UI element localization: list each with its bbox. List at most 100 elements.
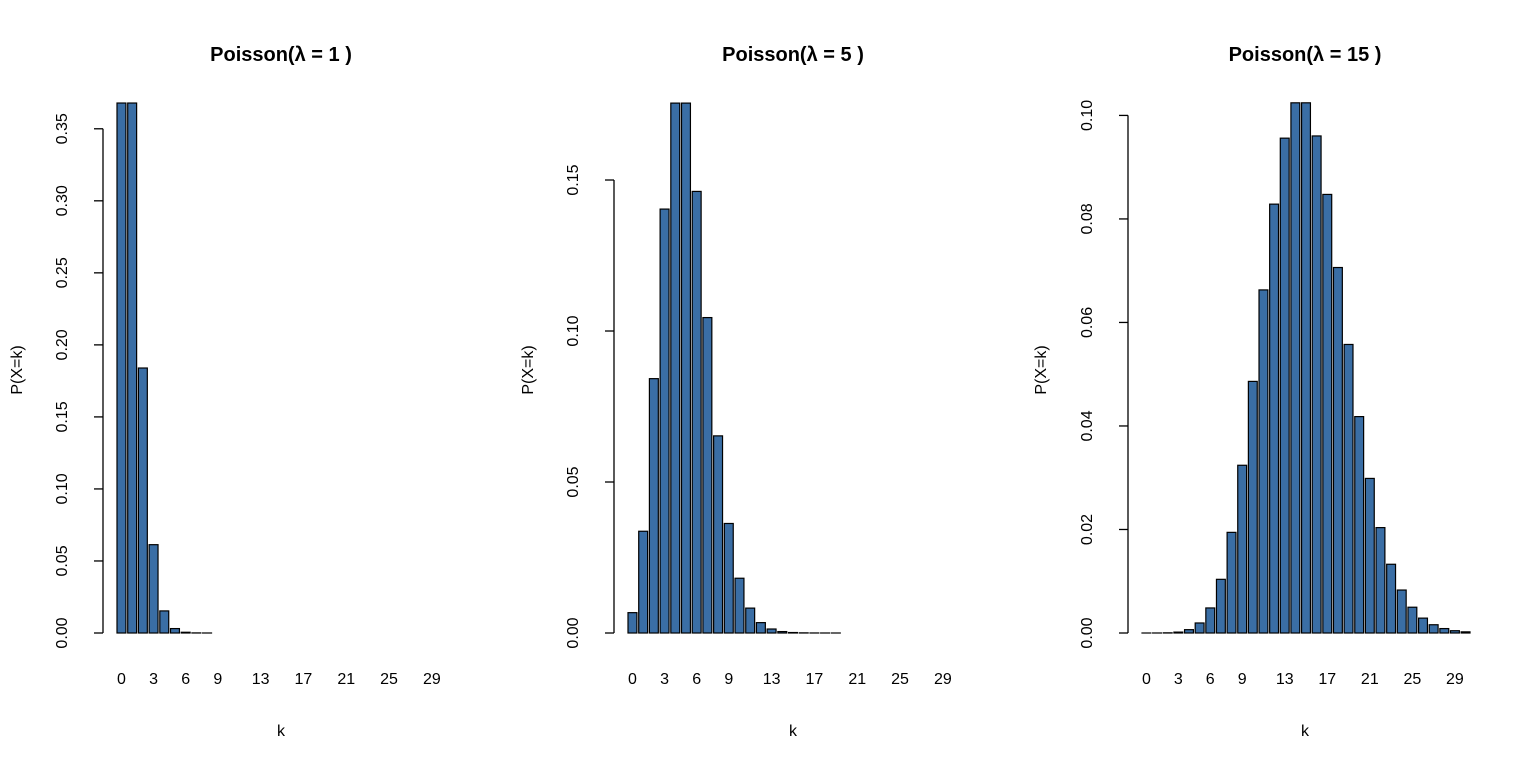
x-tick-label: 9: [1238, 671, 1247, 688]
bar-k-7: [1216, 579, 1225, 633]
x-tick-label: 9: [724, 671, 733, 688]
bar-k-3: [660, 209, 669, 633]
y-tick-label: 0.02: [1079, 514, 1096, 545]
bar-k-22: [1376, 528, 1385, 633]
x-tick-label: 25: [891, 671, 909, 688]
bar-k-21: [1365, 478, 1374, 633]
bar-k-7: [703, 318, 712, 633]
bar-k-3: [1174, 632, 1183, 633]
bar-k-20: [1355, 417, 1364, 633]
bar-k-6: [181, 632, 190, 633]
x-tick-label: 21: [1361, 671, 1379, 688]
bar-k-17: [1323, 194, 1332, 633]
bar-k-8: [714, 436, 723, 633]
y-tick-label: 0.04: [1079, 410, 1096, 441]
bar-k-12: [756, 623, 765, 633]
y-tick-label: 0.08: [1079, 203, 1096, 234]
bar-k-0: [117, 103, 126, 633]
bar-k-5: [682, 103, 691, 633]
x-tick-label: 0: [117, 671, 126, 688]
bar-k-2: [138, 368, 147, 633]
x-tick-label: 17: [295, 671, 313, 688]
bar-k-8: [1227, 532, 1236, 633]
bar-k-16: [1312, 136, 1321, 633]
bar-k-6: [1206, 608, 1215, 633]
y-tick-label: 0.00: [54, 617, 71, 648]
panel-2: Poisson(λ = 5 ) k P(X=k) 0.00 0.05 0.10 0.15 0 3…: [520, 44, 952, 740]
bar-k-9: [724, 523, 733, 633]
x-tick-label: 0: [1142, 671, 1151, 688]
x-tick-label: 29: [934, 671, 952, 688]
bar-k-5: [1195, 623, 1204, 633]
bar-k-6: [692, 191, 701, 633]
bar-k-10: [735, 578, 744, 633]
x-tick-label: 6: [1206, 671, 1215, 688]
x-axis-label: k: [1301, 723, 1310, 740]
x-axis-label: k: [789, 723, 798, 740]
y-tick-label: 0.15: [565, 164, 582, 195]
y-tick-label: 0.06: [1079, 307, 1096, 338]
x-tick-label: 17: [1318, 671, 1336, 688]
y-tick-label: 0.20: [54, 329, 71, 360]
bar-k-3: [149, 545, 158, 633]
bar-k-0: [628, 613, 637, 633]
bar-k-12: [1270, 204, 1279, 633]
panel-1: Poisson(λ = 1 )kP(X=k)0.000.050.100.150.…: [9, 44, 441, 740]
bar-k-13: [1280, 138, 1289, 633]
y-tick-label: 0.15: [54, 401, 71, 432]
bar-k-2: [649, 379, 658, 633]
x-tick-label: 29: [423, 671, 441, 688]
x-tick-label: 6: [181, 671, 190, 688]
bar-k-4: [1185, 630, 1194, 633]
y-tick-label: 0.35: [54, 113, 71, 144]
x-tick-label: 13: [763, 671, 781, 688]
bar-k-14: [778, 632, 787, 633]
x-tick-label: 3: [660, 671, 669, 688]
x-axis-label: k: [277, 723, 286, 740]
y-tick-label: 0.10: [54, 473, 71, 504]
bar-k-11: [1259, 290, 1268, 633]
x-tick-label: 17: [806, 671, 824, 688]
bar-k-4: [671, 103, 680, 633]
bar-k-28: [1440, 629, 1449, 633]
bar-k-5: [171, 629, 180, 633]
bar-k-24: [1397, 590, 1406, 633]
x-tick-label: 9: [213, 671, 222, 688]
y-tick-label: 0.00: [1079, 617, 1096, 648]
y-tick-label: 0.30: [54, 185, 71, 216]
bar-k-4: [160, 611, 169, 633]
y-tick-label: 0.05: [54, 545, 71, 576]
bar-k-10: [1248, 381, 1257, 633]
x-tick-label: 25: [1403, 671, 1421, 688]
bar-k-15: [1302, 103, 1311, 633]
bar-k-29: [1450, 631, 1459, 633]
bar-k-25: [1408, 607, 1417, 633]
bar-k-30: [1461, 632, 1470, 633]
bar-k-1: [128, 103, 137, 633]
chart-title: Poisson(λ = 15 ): [1229, 44, 1382, 66]
bar-k-23: [1387, 564, 1396, 633]
panel-3: Poisson(λ = 15 )kP(X=k)0.000.020.040.060…: [1033, 44, 1470, 740]
y-tick-label: 0.25: [54, 257, 71, 288]
x-tick-label: 6: [692, 671, 701, 688]
x-tick-label: 0: [628, 671, 637, 688]
bar-k-9: [1238, 465, 1247, 633]
chart-title: Poisson(λ = 1 ): [210, 44, 352, 66]
y-tick-label: 0.00: [565, 617, 582, 648]
bar-k-13: [767, 629, 776, 633]
y-tick-label: 0.05: [565, 466, 582, 497]
y-tick-label: 0.10: [565, 315, 582, 346]
x-tick-label: 21: [848, 671, 866, 688]
bar-k-11: [746, 608, 755, 633]
y-tick-label: 0.10: [1079, 100, 1096, 131]
bar-k-27: [1429, 625, 1438, 633]
x-tick-label: 29: [1446, 671, 1464, 688]
chart-title: Poisson(λ = 5 ): [722, 44, 864, 66]
bar-k-19: [1344, 344, 1353, 633]
y-axis-label: P(X=k): [520, 345, 537, 394]
x-tick-label: 3: [149, 671, 158, 688]
bar-k-26: [1419, 618, 1428, 633]
x-tick-label: 21: [337, 671, 355, 688]
x-tick-label: 25: [380, 671, 398, 688]
